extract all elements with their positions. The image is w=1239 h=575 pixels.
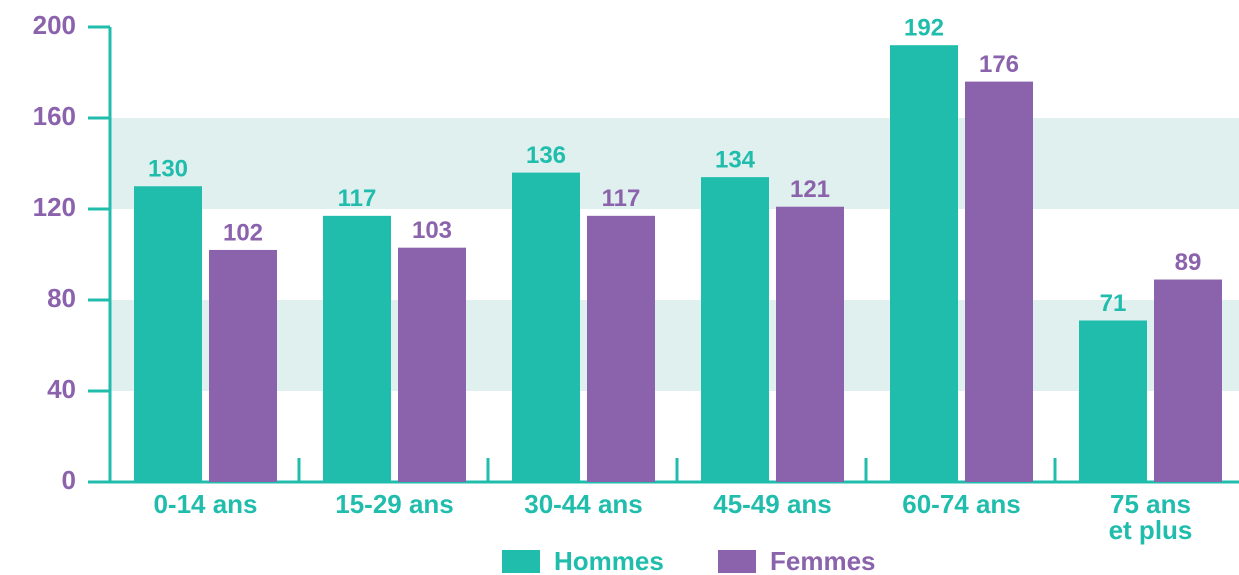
legend-label: Hommes xyxy=(554,546,664,575)
value-label: 89 xyxy=(1175,249,1202,276)
value-label: 121 xyxy=(790,176,830,203)
y-tick-label: 80 xyxy=(47,283,76,313)
bar xyxy=(512,172,580,482)
value-label: 71 xyxy=(1100,290,1127,317)
value-label: 130 xyxy=(148,156,188,183)
y-tick-label: 120 xyxy=(33,192,76,222)
grid-band xyxy=(110,300,1239,391)
value-label: 134 xyxy=(715,146,756,173)
y-tick-label: 200 xyxy=(33,10,76,40)
bar xyxy=(398,247,466,482)
bar xyxy=(701,177,769,482)
value-label: 102 xyxy=(223,219,263,246)
bar xyxy=(776,206,844,482)
value-label: 192 xyxy=(904,15,944,42)
bar xyxy=(890,45,958,482)
x-tick-label: 15-29 ans xyxy=(335,489,454,519)
legend-label: Femmes xyxy=(770,546,876,575)
x-tick-label: 45-49 ans xyxy=(713,489,832,519)
bar xyxy=(1079,320,1147,482)
value-label: 136 xyxy=(526,142,566,169)
x-tick-label: 60-74 ans xyxy=(902,489,1021,519)
bar xyxy=(587,215,655,482)
y-tick-label: 40 xyxy=(47,374,76,404)
value-label: 103 xyxy=(412,217,452,244)
x-tick-label: 75 ans et plus xyxy=(1108,489,1193,545)
bar xyxy=(965,81,1033,482)
value-label: 176 xyxy=(979,51,1019,78)
bar xyxy=(1154,279,1222,482)
legend-swatch xyxy=(718,550,756,573)
y-tick-label: 160 xyxy=(33,101,76,131)
bar xyxy=(209,249,277,482)
value-label: 117 xyxy=(338,185,377,212)
grid-band xyxy=(110,118,1239,209)
bar xyxy=(323,215,391,482)
x-tick-label: 30-44 ans xyxy=(524,489,643,519)
value-label: 117 xyxy=(602,185,641,212)
y-tick-label: 0 xyxy=(62,465,76,495)
x-tick-label: 0-14 ans xyxy=(153,489,258,519)
bar xyxy=(134,186,202,482)
legend-swatch xyxy=(502,550,540,573)
